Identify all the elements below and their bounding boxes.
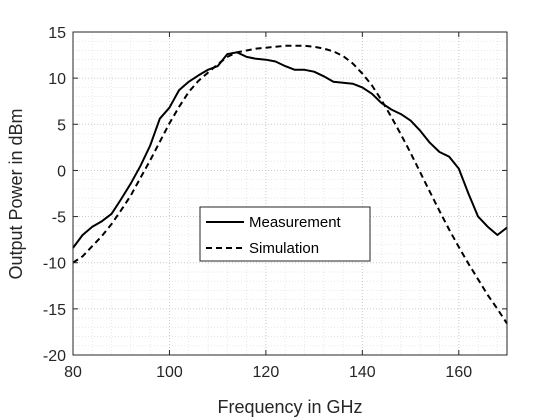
legend-box: [199, 206, 371, 262]
y-tick-label: -20: [43, 348, 66, 365]
axes: [72, 31, 508, 356]
legend: Measurement Simulation: [199, 206, 371, 262]
y-tick-label: 10: [48, 71, 66, 88]
series-line-measurement: [72, 51, 508, 249]
series-line-simulation: [72, 44, 508, 325]
plot-area: [73, 32, 507, 355]
x-tick-label: 120: [253, 364, 280, 381]
x-axis-label: Frequency in GHz: [217, 397, 362, 417]
y-tick-label: -10: [43, 256, 66, 273]
y-tick-label: -15: [43, 302, 66, 319]
x-tick-label: 160: [445, 364, 472, 381]
tick-labels: 80 100 120 140 160 15 10 5 0 -5 -10 -15 -20: [43, 25, 472, 381]
y-tick-label: 15: [48, 25, 66, 42]
x-tick-label: 80: [64, 364, 82, 381]
legend-label-simulation: Simulation: [249, 240, 319, 257]
legend-label-measurement: Measurement: [249, 214, 342, 231]
y-axis-label: Output Power in dBm: [6, 108, 26, 279]
axes-box: [72, 31, 508, 356]
y-tick-label: 5: [57, 117, 66, 134]
y-tick-label: 0: [57, 163, 66, 180]
y-tick-label: -5: [52, 210, 66, 227]
x-tick-label: 100: [156, 364, 183, 381]
x-tick-label: 140: [349, 364, 376, 381]
series-lines: [72, 44, 508, 325]
plot-background: [73, 32, 507, 355]
